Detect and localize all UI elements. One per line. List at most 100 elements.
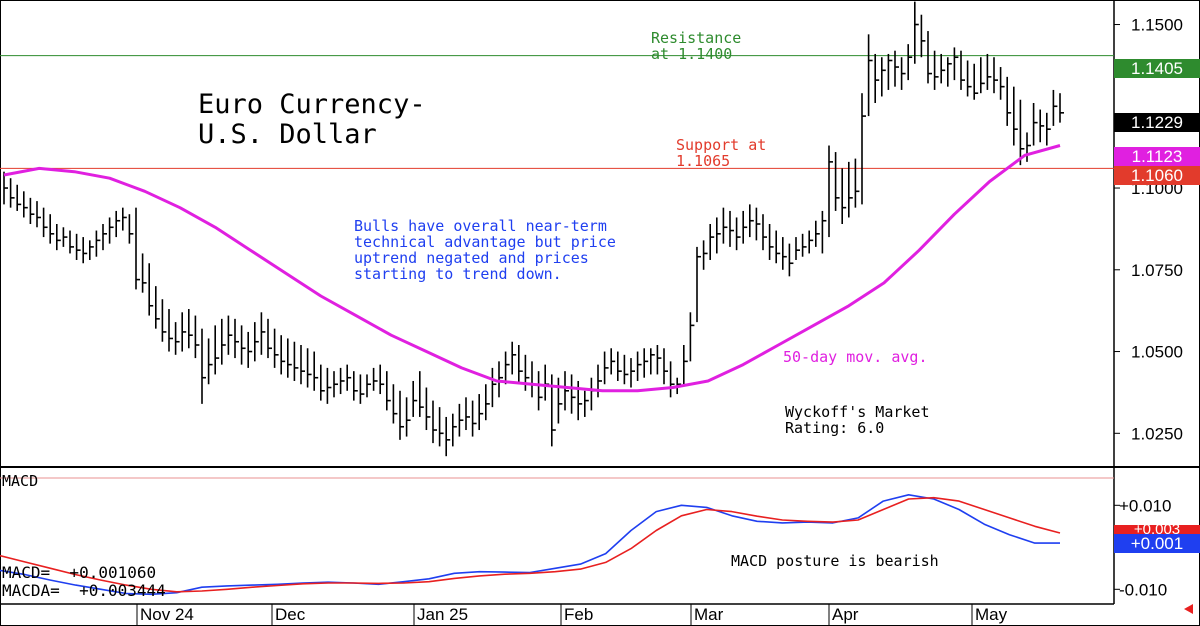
- price-bar: [207, 338, 213, 385]
- price-bar: [392, 384, 398, 424]
- price-bar: [656, 345, 662, 375]
- price-bar: [181, 312, 187, 352]
- price-bar: [326, 367, 332, 404]
- price-bar: [372, 367, 378, 391]
- x-tick-label: Mar: [694, 605, 724, 624]
- price-bar: [1026, 132, 1031, 162]
- price-bar: [174, 322, 180, 355]
- price-bar: [135, 207, 140, 290]
- price-bar: [689, 312, 695, 362]
- price-bar: [22, 191, 28, 218]
- moving-average-badge: 1.1123: [1114, 147, 1200, 166]
- price-bar: [570, 374, 576, 414]
- macd-y-tick-label: +0.010: [1119, 496, 1171, 515]
- price-bar: [313, 351, 319, 391]
- price-bar: [729, 210, 734, 247]
- price-bar: [841, 168, 847, 225]
- price-bar: [385, 371, 391, 411]
- price-bar: [709, 224, 715, 260]
- chart-title: Euro Currency- U.S. Dollar: [198, 89, 426, 150]
- price-bar: [828, 145, 833, 238]
- price-bar: [801, 233, 807, 257]
- price-bar: [1019, 99, 1025, 166]
- macda-line: [0, 496, 1061, 593]
- price-bar: [273, 328, 279, 368]
- price-bar: [425, 387, 431, 431]
- price-bar: [966, 60, 972, 97]
- scroll-left-arrow-icon[interactable]: [1184, 604, 1193, 614]
- price-bar: [75, 233, 81, 260]
- x-axis-ticks: Nov 24 Dec Jan 25 Feb Mar Apr May: [136, 604, 1008, 626]
- price-bar: [451, 413, 457, 447]
- price-bar: [887, 53, 893, 90]
- price-bar: [623, 354, 629, 385]
- price-bar: [1006, 76, 1012, 126]
- price-bar: [636, 351, 642, 381]
- price-bar: [649, 348, 655, 375]
- price-bar: [267, 318, 272, 359]
- price-bar: [155, 286, 160, 329]
- y-tick-label: 1.0750: [1131, 261, 1183, 280]
- price-bar: [577, 380, 583, 421]
- price-bar: [260, 312, 266, 355]
- price-bar: [247, 331, 253, 368]
- price-bar: [194, 315, 200, 359]
- price-bar: [418, 371, 424, 417]
- price-bar: [643, 348, 649, 378]
- price-bar: [986, 53, 992, 90]
- macd-y-tick-label: -0.010: [1119, 580, 1167, 599]
- resistance-annotation: Resistance at 1.1400: [651, 29, 742, 63]
- price-bar: [102, 224, 107, 251]
- price-bar: [1012, 86, 1018, 146]
- price-bar: [979, 57, 985, 94]
- price-bar: [438, 407, 444, 447]
- y-tick-label: 1.0500: [1131, 343, 1183, 362]
- price-bar: [221, 318, 226, 365]
- price-bar: [3, 171, 8, 205]
- price-bar: [927, 31, 932, 84]
- price-bars: [3, 1, 1064, 457]
- price-bar: [82, 237, 88, 264]
- price-bar: [702, 240, 708, 270]
- price-bar: [1039, 109, 1045, 143]
- price-bar: [834, 152, 840, 211]
- price-bar: [795, 237, 800, 260]
- price-bar: [69, 230, 74, 254]
- price-bar: [254, 322, 259, 362]
- moving-average-layer: [3, 144, 1061, 393]
- price-bar: [669, 361, 675, 398]
- price-bar: [432, 400, 437, 444]
- price-bar: [9, 178, 15, 208]
- price-bar: [907, 44, 913, 81]
- price-bar: [993, 57, 998, 94]
- macd-line: [0, 494, 1060, 596]
- bulls-note: Bulls have overall near-term technical a…: [354, 217, 616, 283]
- price-bar: [319, 364, 325, 401]
- support-price-badge: 1.1060: [1114, 166, 1200, 185]
- price-bar: [999, 67, 1005, 100]
- price-bar: [471, 400, 477, 437]
- price-bar: [286, 338, 292, 378]
- price-bar: [583, 390, 589, 417]
- price-bar: [141, 253, 147, 293]
- price-bar: [484, 384, 490, 421]
- price-bar: [339, 367, 345, 395]
- x-tick-label: Apr: [832, 605, 859, 624]
- price-bar: [788, 243, 794, 277]
- price-bar: [412, 380, 418, 417]
- price-bar: [748, 204, 754, 238]
- price-bar: [300, 345, 305, 385]
- price-bar: [1032, 103, 1038, 146]
- price-bar: [214, 325, 220, 375]
- price-bar: [880, 57, 886, 97]
- price-bar: [62, 227, 68, 247]
- price-bar: [280, 335, 286, 375]
- resistance-price-badge: 1.1405: [1114, 59, 1200, 78]
- price-bar: [913, 1, 919, 64]
- y-tick-label: 1.1500: [1131, 16, 1183, 35]
- price-bar: [108, 217, 114, 244]
- moving-average-label: 50-day mov. avg.: [783, 348, 928, 366]
